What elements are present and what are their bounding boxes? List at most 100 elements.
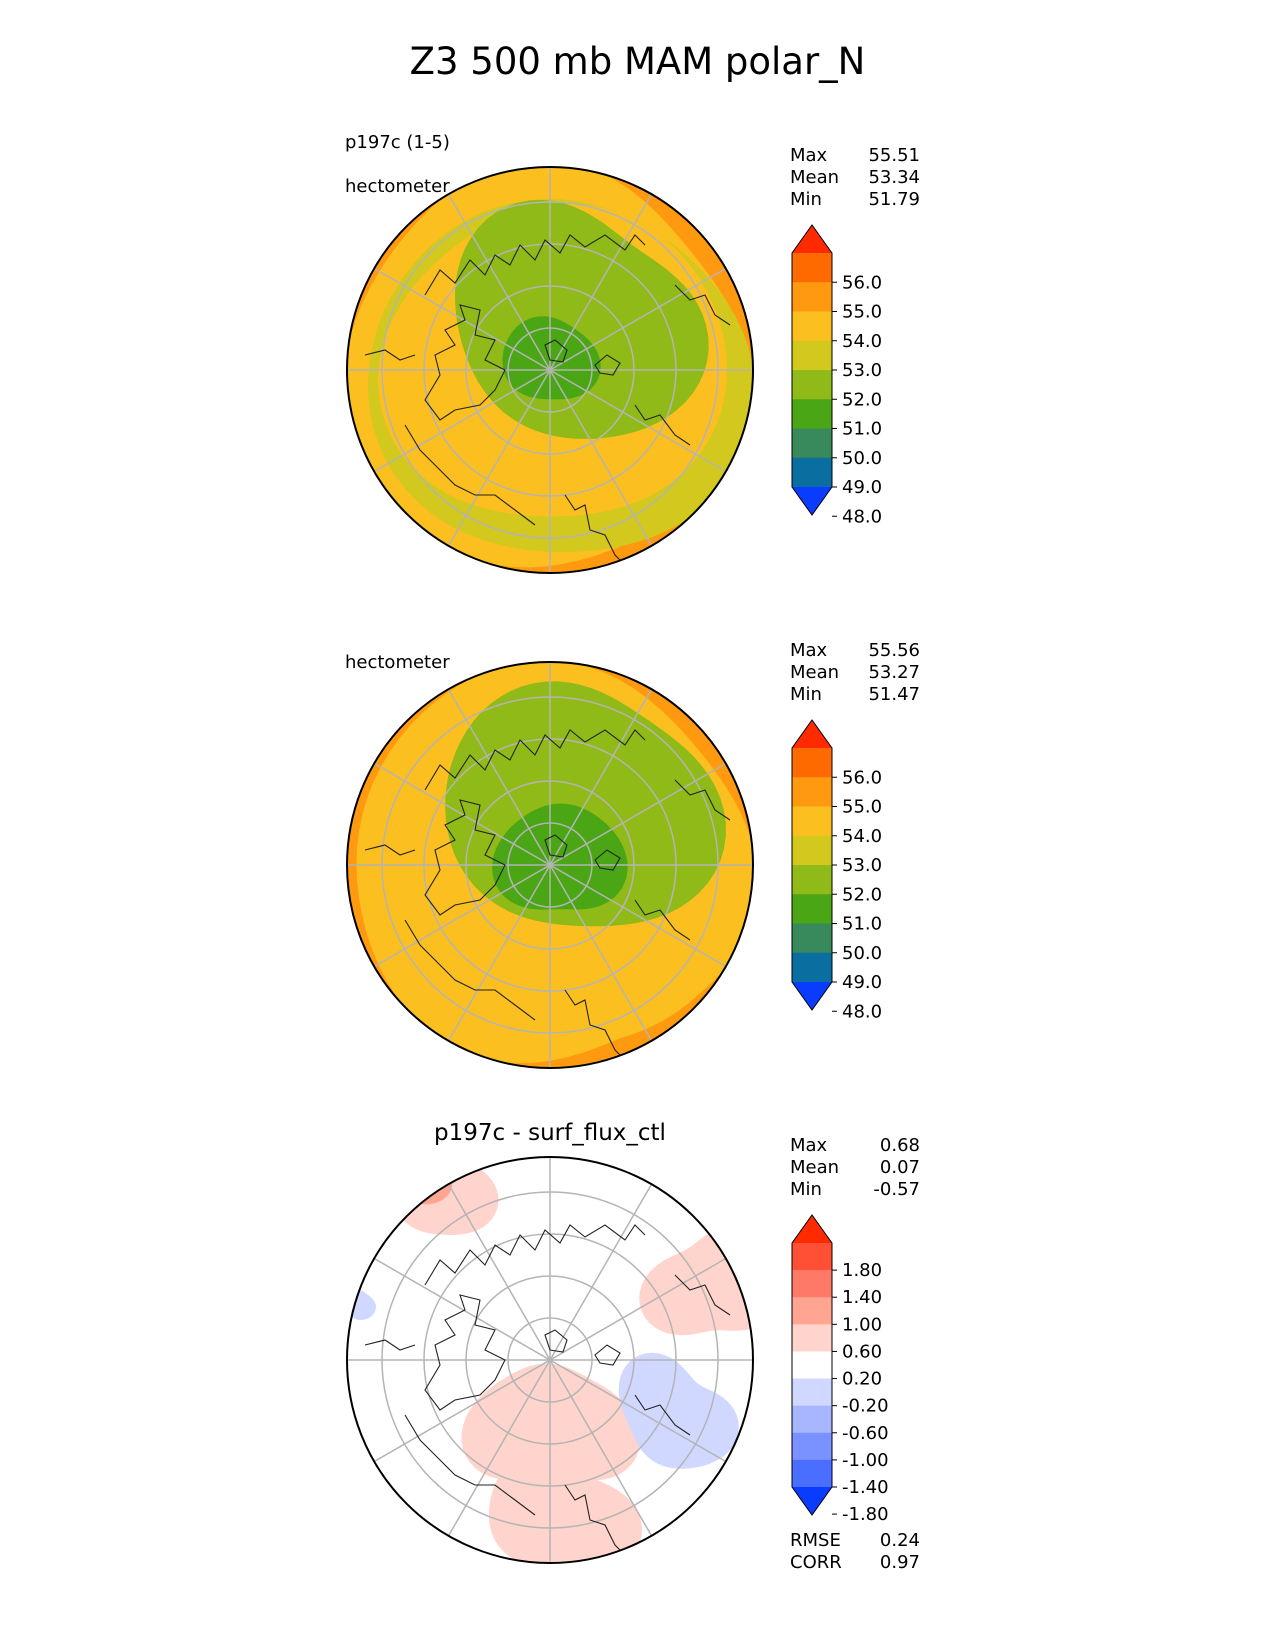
colorbar-segment	[792, 806, 832, 837]
panel-test-label: p197c (1-5) hectometer	[345, 110, 450, 220]
colorbar-tick-label: 1.40	[842, 1287, 882, 1308]
colorbar-segment	[792, 340, 832, 371]
coastline	[544, 834, 568, 858]
colorbar-tick-label: -1.80	[842, 1504, 889, 1525]
coastline	[564, 1484, 626, 1556]
panel-difference-title: p197c - surf_flux_ctl	[434, 1120, 666, 1146]
colorbar-tick-label: 50.0	[842, 943, 882, 964]
meridian-line	[373, 267, 727, 473]
map-boundary	[346, 166, 754, 574]
colorbar-segment	[792, 952, 832, 983]
coastline	[564, 989, 626, 1061]
colorbar-segment	[792, 835, 832, 866]
coastline	[564, 494, 626, 566]
panel-test-stats: Max 55.51 Mean 53.34 Min 51.79	[790, 145, 920, 211]
colorbar-tick-label: 54.0	[842, 826, 882, 847]
colorbar-tick-label: 53.0	[842, 855, 882, 876]
coastline	[634, 899, 691, 941]
stat-rmse: RMSE 0.24	[790, 1530, 920, 1551]
colorbar-segment	[792, 1243, 832, 1271]
stat-min: Min 51.79	[790, 189, 920, 210]
colorbar-tick-label: -0.60	[842, 1423, 889, 1444]
panel-reference-map	[346, 661, 754, 1069]
coastline	[674, 779, 731, 821]
coastline	[404, 424, 536, 526]
panel-test-map	[346, 166, 754, 574]
colorbar-extend-bottom	[792, 487, 832, 515]
field-contour	[488, 1450, 643, 1563]
colorbar-tick-label: 0.60	[842, 1341, 882, 1362]
meridian-line	[373, 762, 727, 968]
colorbar-segment	[792, 1297, 832, 1325]
colorbar-segment	[792, 428, 832, 459]
coastline	[674, 284, 731, 326]
panel-difference-extra-stats: RMSE 0.24 CORR 0.97	[790, 1530, 920, 1574]
coastline	[634, 1394, 691, 1436]
colorbar-segment	[792, 1405, 832, 1434]
colorbar-tick-label: 55.0	[842, 302, 882, 323]
colorbar-tick-label: 51.0	[842, 914, 882, 935]
colorbar-tick-label: 1.00	[842, 1314, 882, 1335]
coastline	[424, 1224, 646, 1286]
panel-reference-label: hectometer	[345, 630, 450, 696]
colorbar-segment	[792, 311, 832, 342]
coastline	[424, 234, 646, 296]
coastline	[364, 349, 416, 361]
panel-difference-map	[346, 1156, 754, 1564]
colorbar-extend-top	[792, 1215, 832, 1243]
stat-corr: CORR 0.97	[790, 1552, 920, 1573]
coastline	[424, 799, 506, 916]
colorbar-extend-top	[792, 225, 832, 253]
colorbar-tick-label: 49.0	[842, 477, 882, 498]
panel-test-label-line2: hectometer	[345, 176, 450, 197]
coastline	[424, 1294, 506, 1411]
colorbar-tick-label: 54.0	[842, 331, 882, 352]
stat-min: Min -0.57	[790, 1179, 920, 1200]
coastline	[634, 404, 691, 446]
colorbar-extend-bottom	[792, 982, 832, 1010]
field-contour	[461, 1363, 641, 1481]
colorbar-tick-label: 55.0	[842, 797, 882, 818]
coastline	[364, 1339, 416, 1351]
colorbar-tick-label: 53.0	[842, 360, 882, 381]
colorbar-segment	[792, 1351, 832, 1380]
map-boundary	[346, 1156, 754, 1564]
coastline	[424, 304, 506, 421]
colorbar-segment	[792, 370, 832, 400]
colorbar-tick-label: -0.20	[842, 1396, 889, 1417]
coastline	[594, 1344, 621, 1366]
coastline	[594, 354, 621, 376]
meridian-line	[373, 1257, 727, 1463]
colorbar-tick-label: 50.0	[842, 448, 882, 469]
colorbar-tick-label: 56.0	[842, 767, 882, 788]
colorbar-tick-label: 56.0	[842, 272, 882, 293]
colorbar-segment	[792, 865, 832, 895]
colorbar-tick-label: 48.0	[842, 506, 882, 527]
colorbar-segment	[792, 777, 832, 807]
colorbar-tick-label: 51.0	[842, 419, 882, 440]
panel-difference-stats: Max 0.68 Mean 0.07 Min -0.57	[790, 1135, 920, 1201]
map-boundary	[346, 661, 754, 1069]
field-contour	[400, 1157, 453, 1205]
colorbar-segment	[792, 923, 832, 954]
panel-reference-colorbar: 56.0 55.0 54.0 53.0 52.0 51.0 50.0 49.0 48.0	[791, 719, 882, 1022]
colorbar-extend-bottom	[792, 1487, 832, 1515]
stat-mean: Mean 0.07	[790, 1157, 920, 1178]
colorbar-segment	[792, 282, 832, 312]
stat-min: Min 51.47	[790, 684, 920, 705]
coastline	[424, 729, 646, 791]
coastline	[544, 1329, 568, 1353]
colorbar-tick-label: 52.0	[842, 884, 882, 905]
stat-max: Max 55.51	[790, 145, 920, 166]
panel-reference-stats: Max 55.56 Mean 53.27 Min 51.47	[790, 640, 920, 706]
panel-test-colorbar: 56.0 55.0 54.0 53.0 52.0 51.0 50.0 49.0 48.0	[791, 224, 882, 527]
colorbar-segment	[792, 253, 832, 283]
coastline	[404, 1414, 536, 1516]
colorbar-segment	[792, 1378, 832, 1407]
colorbar-segment	[792, 1324, 832, 1352]
colorbar-segment	[792, 1270, 832, 1298]
colorbar-segment	[792, 748, 832, 778]
colorbar-segment	[792, 1432, 832, 1461]
stat-max: Max 55.56	[790, 640, 920, 661]
colorbar-segment	[792, 457, 832, 488]
